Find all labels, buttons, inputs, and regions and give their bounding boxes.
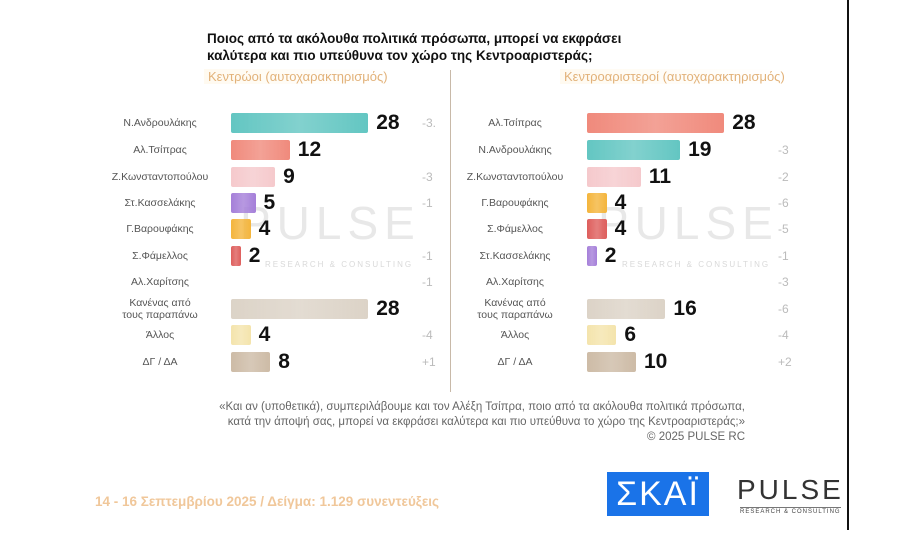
bar	[587, 325, 617, 345]
bar	[587, 140, 681, 160]
data-label: 11	[648, 165, 672, 188]
bar	[231, 246, 241, 266]
category-label: Στ.Κασσελάκης	[124, 197, 196, 209]
panel-divider	[450, 70, 451, 392]
category-label: Σ.Φάμελλος	[487, 223, 543, 235]
category-label: ΔΓ / ΔΑ	[497, 356, 533, 368]
change-label: -1	[422, 196, 433, 210]
data-label: 19	[688, 138, 712, 161]
bar	[587, 219, 607, 239]
change-label: -6	[778, 302, 789, 316]
note-line-2: κατά την άποψή σας, μπορεί να εκφράσει κ…	[227, 416, 745, 428]
change-label: +2	[778, 355, 792, 369]
title-line-1: Ποιος από τα ακόλουθα πολιτικά πρόσωπα, …	[207, 31, 622, 46]
bar	[231, 193, 256, 213]
change-label: +1	[422, 355, 436, 369]
bar	[587, 193, 607, 213]
change-label: -1	[422, 275, 433, 289]
change-label: -3.	[422, 116, 437, 130]
bar	[231, 325, 251, 345]
change-label: -2	[778, 170, 789, 184]
change-label: -6	[778, 196, 789, 210]
change-label: -3	[422, 170, 433, 184]
category-label: Ζ.Κωνσταντοπούλου	[111, 171, 209, 183]
data-label: 12	[297, 138, 322, 161]
change-label: -1	[422, 249, 433, 263]
change-label: -1	[778, 249, 789, 263]
change-label: -4	[778, 328, 789, 342]
category-label: Σ.Φάμελλος	[132, 250, 188, 262]
category-label: Ζ.Κωνσταντοπούλου	[466, 171, 564, 183]
watermark-sub: RESEARCH & CONSULTING	[265, 260, 414, 269]
pulse-logo: PULSE	[737, 474, 844, 505]
watermark-sub: RESEARCH & CONSULTING	[622, 260, 771, 269]
copyright: © 2025 PULSE RC	[647, 431, 745, 443]
pulse-logo-sub: RESEARCH & CONSULTING	[740, 507, 841, 515]
data-label: 6	[624, 323, 637, 346]
bar	[587, 167, 641, 187]
question-note: «Και αν (υποθετικά), συμπεριλάβουμε και …	[219, 400, 745, 445]
right-panel-title: Κεντροαριστεροί (αυτοχαρακτηρισμός)	[560, 69, 789, 84]
chart-title: Ποιος από τα ακόλουθα πολιτικά πρόσωπα, …	[207, 30, 621, 64]
category-label: Αλ.Τσίπρας	[488, 117, 542, 129]
data-label: 4	[258, 323, 271, 346]
category-label: Γ.Βαρουφάκης	[481, 197, 549, 209]
category-label: Γ.Βαρουφάκης	[126, 223, 194, 235]
data-label: 16	[673, 297, 697, 320]
data-label: 4	[614, 217, 627, 240]
data-label: 5	[263, 191, 276, 214]
bar	[231, 113, 369, 133]
data-label: 28	[376, 297, 400, 320]
category-label: Άλλος	[145, 329, 175, 341]
bar	[231, 299, 369, 319]
watermark: PULSE	[240, 197, 421, 249]
category-label: Αλ.Χαρίτσης	[486, 276, 544, 288]
change-label: -3	[778, 143, 789, 157]
bar	[231, 352, 271, 372]
note-line-1: «Και αν (υποθετικά), συμπεριλάβουμε και …	[219, 401, 745, 413]
category-label: Στ.Κασσελάκης	[479, 250, 551, 262]
category-label: Κανένας από τους παραπάνω	[477, 297, 553, 321]
bar	[231, 219, 251, 239]
bar	[587, 299, 666, 319]
window-edge	[847, 0, 849, 530]
category-label: Ν.Ανδρουλάκης	[478, 144, 552, 156]
category-label: Ν.Ανδρουλάκης	[123, 117, 197, 129]
data-label: 9	[283, 165, 295, 188]
data-label: 8	[278, 350, 290, 373]
change-label: -3	[778, 275, 789, 289]
data-label: 2	[604, 244, 617, 267]
category-label: Αλ.Χαρίτσης	[131, 276, 189, 288]
data-label: 4	[614, 191, 627, 214]
watermark: PULSE	[598, 197, 779, 249]
category-label: Άλλος	[500, 329, 530, 341]
data-label: 4	[258, 217, 271, 240]
category-label: ΔΓ / ΔΑ	[142, 356, 178, 368]
data-label: 10	[644, 350, 668, 373]
change-label: -5	[778, 222, 789, 236]
bar	[587, 352, 636, 372]
footer-info: 14 - 16 Σεπτεμβρίου 2025 / Δείγμα: 1.129…	[95, 494, 439, 509]
data-label: 2	[248, 244, 261, 267]
category-label: Κανένας από τους παραπάνω	[122, 297, 198, 321]
skai-logo: ΣΚΑΪ	[607, 472, 709, 516]
bar	[231, 167, 276, 187]
left-panel-title: Κεντρώοι (αυτοχαρακτηρισμός)	[204, 69, 392, 84]
category-label: Αλ.Τσίπρας	[133, 144, 187, 156]
data-label: 28	[732, 111, 756, 134]
title-line-2: καλύτερα και πιο υπεύθυνα τον χώρο της Κ…	[207, 48, 593, 63]
data-label: 28	[376, 111, 400, 134]
bar	[231, 140, 290, 160]
bar	[587, 113, 725, 133]
change-label: -4	[422, 328, 433, 342]
bar	[587, 246, 597, 266]
